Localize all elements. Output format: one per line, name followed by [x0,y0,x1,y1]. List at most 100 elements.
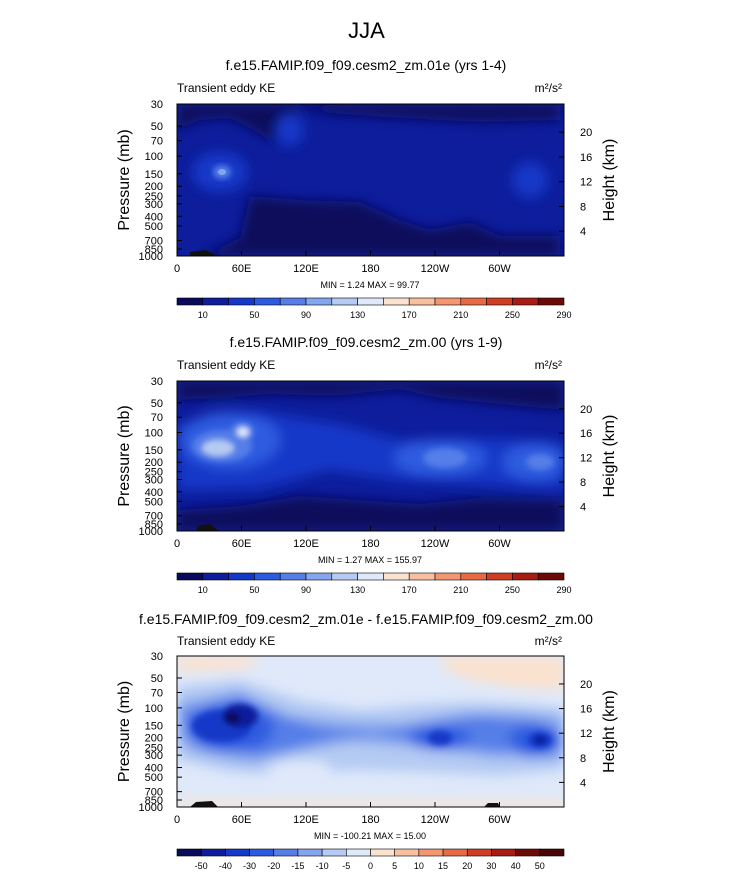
y-tick-label: 150 [145,169,163,181]
y-tick-label: 300 [145,199,163,211]
colorbar-swatch [383,572,410,581]
colorbar-swatch [515,848,541,857]
colorbar-label: 10 [198,585,208,595]
colorbar-swatch [537,572,565,581]
colorbar-swatch [200,848,226,857]
units-label: m²/s² [535,634,562,648]
y-tick-label: 400 [145,763,163,775]
colorbar-swatch [297,848,323,857]
x-tick-label: 120W [421,814,450,826]
y-right-tick-label: 20 [580,127,592,139]
panel-title: f.e15.FAMIP.f09_f09.cesm2_zm.00 (yrs 1-9… [230,334,503,350]
y-tick-label: 1000 [139,526,163,538]
y-axis-title: Pressure (mb) [116,405,133,506]
colorbar-swatch [394,848,420,857]
y-right-tick-label: 4 [580,502,586,514]
colorbar-label: 5 [392,861,397,871]
y-right-axis-title: Height (km) [601,415,618,498]
y-tick-label: 50 [151,673,163,685]
colorbar-label: 30 [486,861,496,871]
axes: 0 60E 120E 180 120W 60W3050701001502002503004… [116,376,618,550]
colorbar-label: 210 [453,310,468,320]
y-tick-label: 250 [145,467,163,479]
y-right-tick-label: 20 [580,679,592,691]
x-tick-label: 0 [174,538,180,550]
y-tick-label: 700 [145,236,163,248]
x-tick-label: 120W [421,263,450,275]
panel-title: f.e15.FAMIP.f09_f09.cesm2_zm.01e - f.e15… [139,611,593,627]
units-label: m²/s² [535,358,562,372]
y-tick-label: 700 [145,787,163,799]
contour-plot [176,380,565,532]
colorbar-swatch [460,297,487,306]
colorbar-swatch [279,297,307,306]
colorbar-label: -30 [243,861,256,871]
y-right-tick-label: 12 [580,177,592,189]
colorbar-swatch [305,297,333,306]
x-tick-label: 60W [488,814,511,826]
colorbar-swatch [357,572,384,581]
x-tick-label: 60W [488,263,511,275]
colorbar-label: 90 [301,310,311,320]
colorbar: 10 50 90 130 170 210 250 290 [176,297,572,320]
colorbar-swatch [460,572,487,581]
y-tick-label: 70 [151,687,163,699]
colorbar-swatch [254,297,281,306]
y-tick-label: 100 [145,151,163,163]
colorbar-swatch [249,848,275,857]
x-tick-label: 120E [293,814,319,826]
y-tick-label: 250 [145,191,163,203]
y-right-tick-label: 16 [580,428,592,440]
y-tick-label: 250 [145,742,163,754]
y-tick-label: 200 [145,181,163,193]
y-right-tick-label: 12 [580,728,592,740]
y-tick-label: 150 [145,720,163,732]
colorbar-swatch [408,297,436,306]
colorbar-swatch [539,848,565,857]
panel-1: f.e15.FAMIP.f09_f09.cesm2_zm.01e (yrs 1-… [116,57,618,320]
y-tick-label: 150 [145,445,163,457]
colorbar-label: 50 [249,310,259,320]
colorbar-swatch [331,297,358,306]
y-tick-label: 200 [145,733,163,745]
contour-plot [176,655,565,808]
y-tick-label: 400 [145,211,163,223]
y-tick-label: 850 [145,519,163,531]
colorbar-label: -15 [291,861,304,871]
colorbar-label: 250 [505,310,520,320]
colorbar-swatch [202,297,229,306]
panel-left-label: Transient eddy KE [177,358,275,372]
colorbar-swatch [408,572,436,581]
y-tick-label: 70 [151,412,163,424]
x-tick-label: 120W [421,538,450,550]
colorbar-swatch [370,848,395,857]
y-tick-label: 30 [151,651,163,663]
colorbar-label: -40 [219,861,232,871]
colorbar-swatch [512,572,539,581]
colorbar-label: 170 [402,310,417,320]
y-right-axis-title: Height (km) [601,690,618,773]
colorbar-swatch [279,572,307,581]
colorbar-swatch [321,848,347,857]
colorbar-swatch [486,572,513,581]
colorbar-label: 130 [350,310,365,320]
x-tick-label: 180 [361,263,379,275]
colorbar-label: -20 [267,861,280,871]
y-right-axis-title: Height (km) [601,139,618,222]
y-tick-label: 50 [151,121,163,133]
y-right-tick-label: 16 [580,704,592,716]
x-tick-label: 120E [293,263,319,275]
y-tick-label: 1000 [139,802,163,814]
x-tick-label: 120E [293,538,319,550]
panel-left-label: Transient eddy KE [177,81,275,95]
colorbar-swatch [537,297,565,306]
colorbar-label: 290 [556,310,571,320]
y-right-tick-label: 8 [580,201,586,213]
y-tick-label: 100 [145,703,163,715]
x-tick-label: 60E [232,263,252,275]
colorbar-swatch [254,572,281,581]
colorbar-swatch [442,848,468,857]
y-tick-label: 30 [151,376,163,388]
colorbar-swatch [176,848,202,857]
colorbar-swatch [331,572,358,581]
